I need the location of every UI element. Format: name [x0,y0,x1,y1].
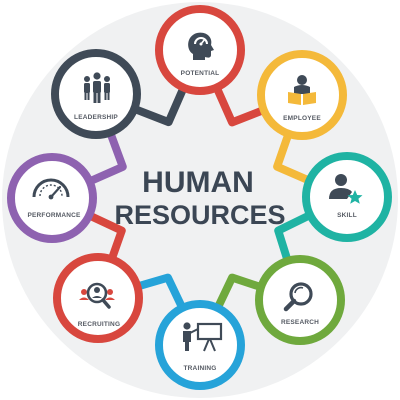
node-fill-employee [261,54,343,136]
presentation-icon [183,322,223,352]
node-ring-recruiting [53,253,143,343]
node-ring-training [155,300,245,390]
node-label-leadership: LEADERSHIP [74,114,118,121]
node-ring-performance [7,153,97,243]
node-label-skill: SKILL [337,212,357,219]
head-gauge-icon [188,32,214,60]
node-label-potential: POTENTIAL [181,70,220,77]
magnifier-icon [283,282,313,312]
rings [7,5,392,390]
node-ring-potential [155,5,245,95]
node-label-research: RESEARCH [281,319,319,326]
node-label-performance: PERFORMANCE [27,212,81,219]
person-star-icon [329,174,363,204]
node-ring-skill [302,152,392,242]
node-ring-employee [257,50,347,140]
node-label-employee: EMPLOYEE [283,115,321,122]
title-line-2: RESOURCES [114,200,285,230]
node-ring-research [255,255,345,345]
recruiting-icon [79,282,115,309]
node-label-training: TRAINING [183,365,216,372]
group-icon [84,72,110,103]
employee-icon [288,75,316,105]
title-line-1: HUMAN [142,166,254,199]
center-title: HUMAN RESOURCES [114,166,285,230]
node-ring-leadership [51,49,141,139]
node-label-recruiting: RECRUITING [78,321,120,328]
node-fill-research [259,259,341,341]
icons [32,32,363,352]
speedometer-icon [32,178,70,200]
node-labels: POTENTIAL EMPLOYEE SKILL RESEARCH TRAINI… [27,70,356,372]
